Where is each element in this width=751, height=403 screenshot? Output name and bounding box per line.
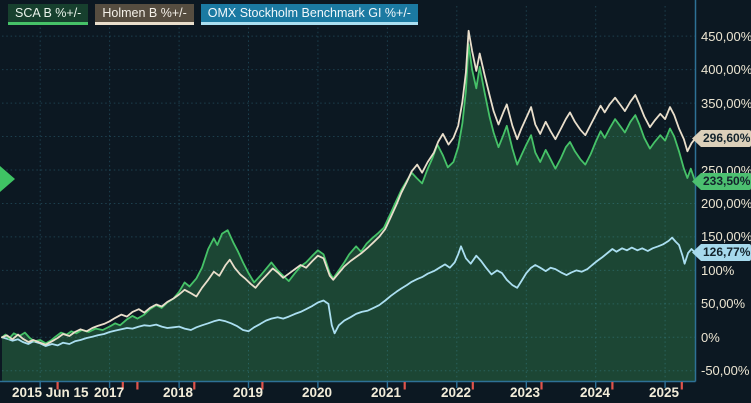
series-line-1 [1, 29, 696, 346]
y-tick-label-200: 200,00% [701, 196, 751, 211]
last-value-tag-omx-benchmark: 126,77% [692, 244, 751, 261]
legend-chip-sca-b[interactable]: SCA B %+/- [8, 4, 89, 25]
y-tick-label-450: 450,00% [701, 29, 751, 44]
x-tick-label-2020: 2020 [302, 385, 333, 400]
x-tick-label-2022: 2022 [441, 385, 472, 400]
y-tick-label-50: 50,00% [701, 296, 746, 311]
legend-chip-holmen-b[interactable]: Holmen B %+/- [95, 4, 194, 25]
x-tick-label-2024: 2024 [580, 385, 611, 400]
last-value-holmen-b: 296,60% [703, 131, 751, 145]
x-tick-label-2023: 2023 [510, 385, 541, 400]
last-value-sca-b: 233,50% [703, 174, 751, 188]
year-tick-marks [39, 381, 666, 388]
legend-label-omx-benchmark: OMX Stockholm Benchmark GI %+/- [207, 6, 411, 20]
y-tick-label-100: 100% [701, 263, 735, 278]
series-line-0 [1, 43, 696, 345]
last-value-tag-sca-b: 233,50% [692, 173, 751, 190]
legend-label-sca-b: SCA B %+/- [15, 6, 82, 20]
legend-label-holmen-b: Holmen B %+/- [102, 6, 187, 20]
legend-chip-omx-benchmark[interactable]: OMX Stockholm Benchmark GI %+/- [200, 4, 418, 25]
x-tick-label-2019: 2019 [233, 385, 264, 400]
last-value-omx-benchmark: 126,77% [703, 245, 751, 259]
series-line-2 [1, 236, 696, 347]
y-tick-label-0: 0% [701, 330, 720, 345]
legend: SCA B %+/- Holmen B %+/- OMX Stockholm B… [8, 4, 418, 25]
x-axis-start-label: 2015 Jun 15 [12, 385, 89, 400]
dividend-event-ticks [56, 382, 683, 390]
y-tick-label-150: 150,00% [701, 229, 751, 244]
x-tick-label-2017: 2017 [94, 385, 125, 400]
y-tick-label-350: 350,00% [701, 96, 751, 111]
scroll-left-arrow-icon[interactable] [0, 166, 15, 192]
x-tick-label-2018: 2018 [163, 385, 194, 400]
last-value-tag-holmen-b: 296,60% [692, 130, 751, 147]
x-tick-label-2025: 2025 [649, 385, 680, 400]
y-tick-label-400: 400,00% [701, 62, 751, 77]
x-tick-label-2021: 2021 [371, 385, 402, 400]
y-tick-label--50: -50,00% [701, 363, 750, 378]
